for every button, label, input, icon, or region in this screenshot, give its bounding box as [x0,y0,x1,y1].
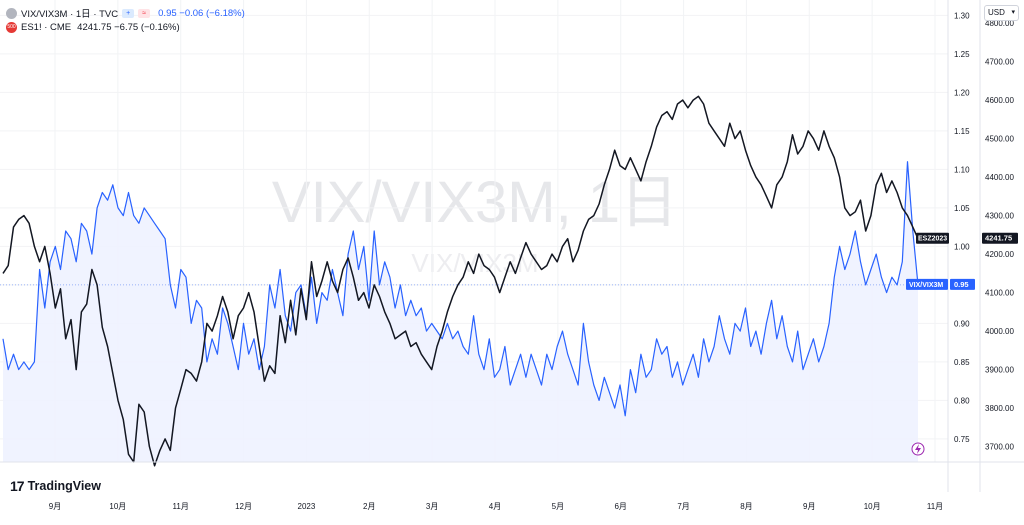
time-axis-label: 4月 [489,502,501,511]
es-series-name-label: ESZ2023 [918,236,947,243]
es-scale-tick: 4400.00 [985,173,1014,182]
watermark-text: VIX/VIX3M, 1日 [272,170,678,235]
ratio-scale-tick: 1.15 [954,127,970,136]
es-series-name-tag [916,232,949,244]
time-axis-label: 10月 [864,502,881,511]
symbol-logo-icon [6,7,17,19]
main-symbol-legend[interactable]: VIX/VIX3M · 1日 · TVC + ≈ 0.95 −0.06 (−6.… [6,6,245,20]
time-axis-label: 6月 [614,502,626,511]
time-axis-label: 7月 [677,502,689,511]
tradingview-logo-icon: 17 [10,478,25,494]
vix-last-value-label: 0.95 [954,280,969,289]
ratio-scale-tick: 1.00 [954,242,970,251]
time-axis-label: 8月 [740,502,752,511]
es-scale-tick: 4600.00 [985,96,1014,105]
ratio-scale-tick: 1.05 [954,204,970,213]
es-scale-tick: 4000.00 [985,327,1014,336]
es-scale-tick: 4100.00 [985,289,1014,298]
currency-selector[interactable]: USD [984,5,1019,21]
time-axis-label: 5月 [552,502,564,511]
brand-name: TradingView [27,479,101,493]
main-symbol-values: 0.95 −0.06 (−6.18%) [158,7,245,19]
ratio-scale-tick: 1.30 [954,11,970,20]
time-axis-label: 2月 [363,502,375,511]
ratio-scale-tick: 0.85 [954,358,970,367]
es-scale-tick: 3700.00 [985,443,1014,452]
ratio-scale-tick: 1.10 [954,165,970,174]
compare-symbol-title: ES1! · CME [21,22,72,33]
compare-symbol-values: 4241.75 −6.75 (−0.16%) [77,22,180,33]
add-alert-button[interactable]: + [122,8,135,18]
time-axis-label: 10月 [109,502,126,511]
vix-last-value-tag [950,278,975,290]
ratio-scale-tick: 0.80 [954,396,970,405]
time-axis-label: 11月 [173,502,189,511]
es-scale-tick: 4200.00 [985,250,1014,259]
ratio-scale-tick: 0.90 [954,319,970,328]
es-scale-tick: 4300.00 [985,212,1014,221]
es-scale-tick: 4800.00 [985,19,1014,28]
time-axis-label: 9月 [803,502,815,511]
vix-series-name-label: VIX/VIX3M [909,282,943,289]
ratio-scale-tick: 0.75 [954,435,970,444]
main-symbol-title: VIX/VIX3M · 1日 · TVC [21,9,119,20]
time-axis-label: 11月 [927,502,943,511]
more-options-button[interactable]: ≈ [138,8,151,18]
time-axis-label: 2023 [298,502,316,511]
vix-ratio-line [2,161,919,417]
es-scale-tick: 4700.00 [985,58,1014,67]
ratio-scale-tick: 1.20 [954,88,970,97]
es-futures-line [2,95,919,467]
es-scale-tick: 3900.00 [985,366,1014,375]
ratio-scale-tick: 1.25 [954,50,970,59]
compare-symbol-legend[interactable]: 500 ES1! · CME 4241.75 −6.75 (−0.16%) [6,22,180,33]
vix-series-name-tag [906,278,948,290]
lightning-bolt-icon [915,444,921,454]
vix-ratio-area [3,161,918,462]
es-scale-tick: 4500.00 [985,135,1014,144]
time-axis-label: 9月 [49,502,61,511]
es-scale-tick: 3800.00 [985,404,1014,413]
tradingview-brand[interactable]: 17 TradingView [10,478,101,494]
time-axis-label: 3月 [426,502,438,511]
es-last-value-tag [982,232,1018,244]
compare-symbol-logo-icon: 500 [6,22,17,33]
es-last-value-label: 4241.75 [985,234,1012,243]
time-axis-label: 12月 [235,502,252,511]
